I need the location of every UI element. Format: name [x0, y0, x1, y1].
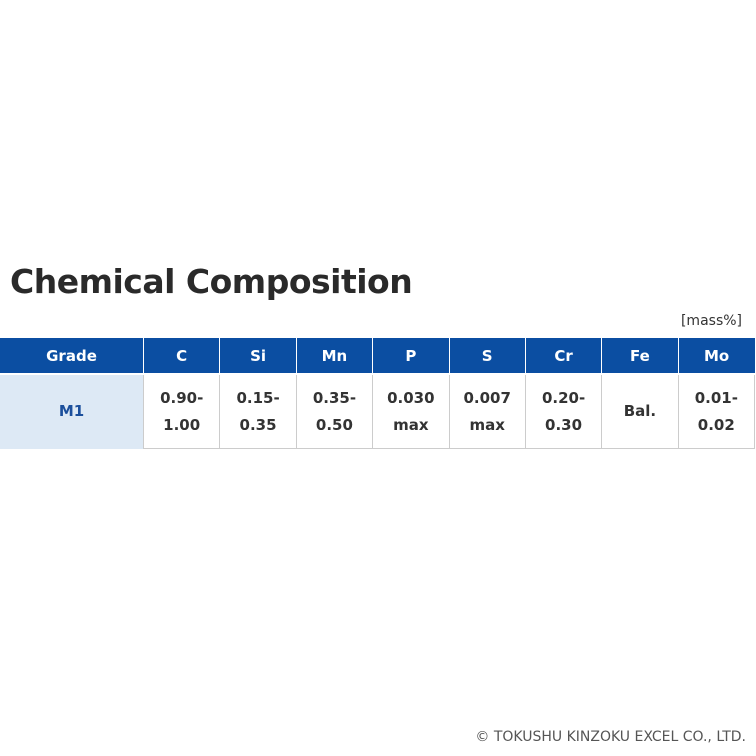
table-body: M1 0.90- 1.00 0.15- 0.35 0.35- 0.50 0.030 max 0.0…	[0, 373, 756, 449]
column-header: P	[372, 338, 449, 374]
copyright: © TOKUSHU KINZOKU EXCEL CO., LTD.	[475, 729, 746, 745]
cell-line: 0.30	[545, 415, 583, 434]
column-header: C	[142, 338, 220, 374]
cell-line: 0.90-	[160, 388, 204, 407]
cell-line: 0.15-	[236, 388, 280, 407]
cell-line: 0.02	[697, 415, 735, 434]
grade-cell: M1	[0, 373, 144, 449]
cell-line: 0.35-	[312, 388, 357, 407]
value-cell: 0.01- 0.02	[677, 373, 756, 449]
cell-line: 1.00	[163, 415, 201, 434]
header-row: Grade C Si Mn P S Cr Fe Mo	[0, 338, 755, 374]
cell-line: max	[469, 415, 505, 434]
table-row: M1 0.90- 1.00 0.15- 0.35 0.35- 0.50 0.030 max 0.0…	[0, 373, 756, 449]
value-cell: 0.90- 1.00	[142, 373, 220, 449]
value-cell: 0.20- 0.30	[524, 373, 602, 449]
cell-line: max	[393, 415, 429, 434]
column-header: Si	[219, 338, 297, 374]
value-cell: Bal.	[601, 373, 679, 449]
column-header: Cr	[524, 338, 602, 374]
table-header: Grade C Si Mn P S Cr Fe Mo	[0, 338, 755, 374]
page-title: Chemical Composition	[10, 262, 413, 301]
cell-line: 0.50	[315, 415, 353, 434]
cell-line: 0.20-	[541, 388, 586, 407]
cell-line: 0.030	[387, 388, 435, 407]
column-header: Grade	[0, 338, 144, 374]
cell-line: 0.01-	[694, 388, 738, 407]
cell-line: 0.007	[463, 388, 511, 407]
column-header: Mo	[677, 338, 755, 374]
value-cell: 0.030 max	[372, 373, 449, 449]
column-header: Mn	[295, 338, 373, 374]
column-header: S	[448, 338, 526, 374]
cell-line: 0.35	[239, 415, 277, 434]
composition-table: Grade C Si Mn P S Cr Fe Mo M1 0.90- 1.00 0.15- 0.35 0…	[0, 338, 756, 449]
value-cell: 0.15- 0.35	[219, 373, 297, 449]
column-header: Fe	[601, 338, 679, 374]
cell-line: Bal.	[623, 402, 657, 420]
value-cell: 0.007 max	[448, 373, 526, 449]
cell-line: M1	[58, 402, 85, 421]
value-cell: 0.35- 0.50	[295, 373, 373, 449]
unit-label: [mass%]	[680, 313, 742, 329]
